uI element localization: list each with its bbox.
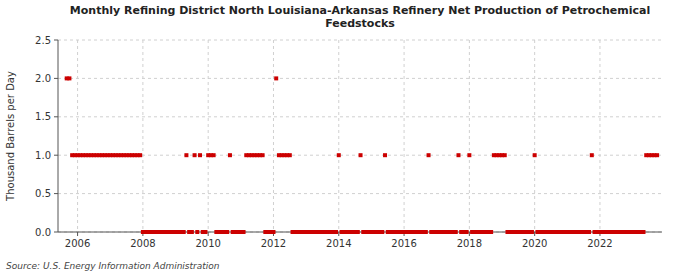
grid-line [338, 40, 339, 232]
point [190, 230, 194, 234]
point [533, 153, 537, 157]
tick [54, 232, 58, 233]
tick-label: 0.0 [35, 227, 51, 238]
title: Monthly Refining District North Louisian… [70, 4, 650, 30]
tick-label: 2018 [457, 238, 482, 249]
point [182, 230, 186, 234]
point [427, 153, 431, 157]
grid-line [58, 40, 662, 41]
tick-label: 1.0 [35, 150, 51, 161]
point [641, 230, 645, 234]
tick [54, 155, 58, 156]
tick-label: 2022 [587, 238, 612, 249]
point [530, 230, 534, 234]
grid-line [58, 193, 662, 194]
point [274, 76, 278, 80]
point [261, 153, 265, 157]
point [203, 230, 207, 234]
tick-label: 1.5 [35, 111, 51, 122]
grid-line [534, 40, 535, 232]
point [212, 153, 216, 157]
tick [77, 232, 78, 236]
point [590, 153, 594, 157]
points [65, 76, 659, 234]
point [138, 153, 142, 157]
tick [54, 40, 58, 41]
tick-label: 2012 [261, 238, 286, 249]
grid-line [142, 40, 143, 232]
point [184, 153, 188, 157]
point [456, 153, 460, 157]
grid-line [77, 40, 78, 232]
point [67, 76, 71, 80]
point [242, 230, 246, 234]
tick-label: 2008 [130, 238, 155, 249]
point [489, 230, 493, 234]
grid-line [208, 40, 209, 232]
point [356, 230, 360, 234]
point [465, 230, 469, 234]
point [587, 230, 591, 234]
point [380, 230, 384, 234]
grid-line [469, 40, 470, 232]
grid-line [599, 40, 600, 232]
y-axis-label: Thousand Barrels per Day [5, 71, 16, 202]
grid-line [58, 116, 662, 117]
tick [469, 232, 470, 236]
axes: 0.0 0.5 1.0 1.5 2.0 2.5 2006 2008 2010 2012 2014 20… [35, 35, 662, 250]
tick-label: 2.5 [35, 35, 51, 46]
tick [534, 232, 535, 236]
point [503, 153, 507, 157]
tick-label: 2.0 [35, 73, 51, 84]
point [288, 153, 292, 157]
grid-line [58, 78, 662, 79]
point [655, 153, 659, 157]
tick-label: 0.5 [35, 188, 51, 199]
point [193, 153, 197, 157]
point [424, 230, 428, 234]
grid-line [404, 40, 405, 232]
tick-label: 2014 [326, 238, 351, 249]
tick [338, 232, 339, 236]
tick [208, 232, 209, 236]
chart: Monthly Refining District North Louisian… [0, 0, 675, 275]
point [225, 230, 229, 234]
tick-label: 2016 [391, 238, 416, 249]
title-line: Monthly Refining District North Louisian… [70, 4, 650, 17]
tick-label: 2010 [195, 238, 220, 249]
point [454, 230, 458, 234]
point [383, 153, 387, 157]
point [334, 230, 338, 234]
point [337, 153, 341, 157]
y-axis-line [58, 40, 59, 232]
point [359, 153, 363, 157]
tick-label: 2020 [522, 238, 547, 249]
tick [54, 78, 58, 79]
point [195, 230, 199, 234]
title-line: Feedstocks [325, 17, 395, 30]
tick [54, 116, 58, 117]
tick [54, 193, 58, 194]
source: Source: U.S. Energy Information Administ… [6, 261, 220, 271]
grid-line [273, 40, 274, 232]
tick-label: 2006 [65, 238, 90, 249]
point [198, 153, 202, 157]
point [271, 230, 275, 234]
grid [58, 40, 662, 232]
point [467, 153, 471, 157]
point [228, 153, 232, 157]
